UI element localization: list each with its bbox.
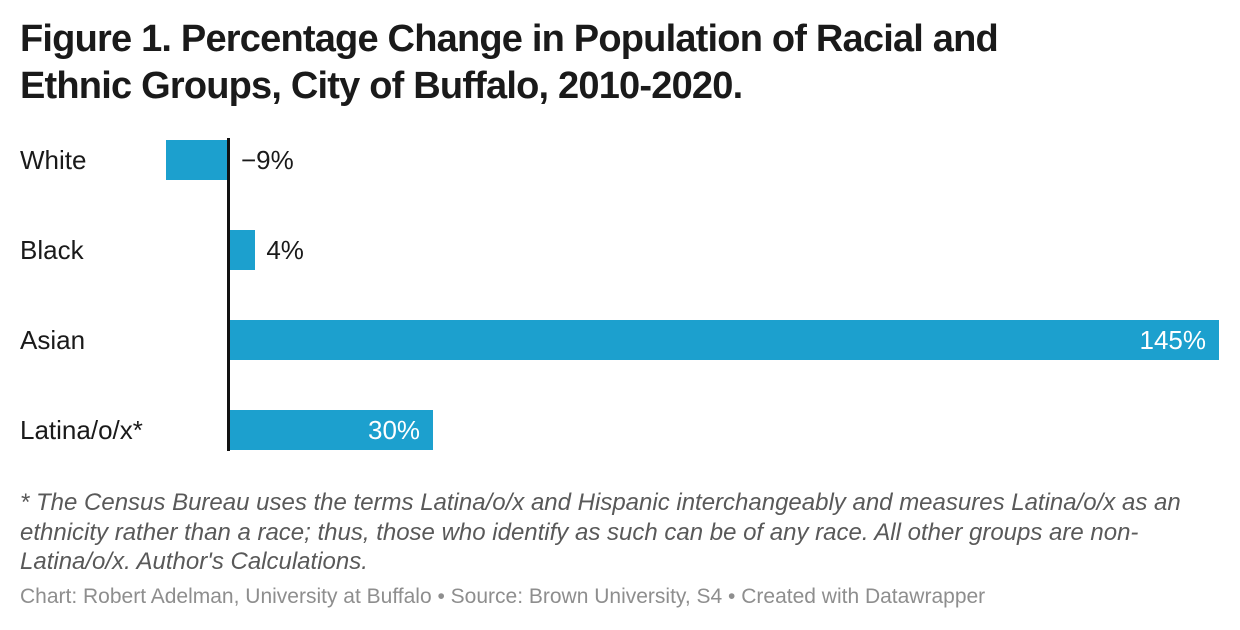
category-label: White [20, 145, 87, 175]
page-title: Figure 1. Percentage Change in Populatio… [20, 16, 1230, 110]
footnote-line-1: * The Census Bureau uses the terms Latin… [20, 489, 1181, 516]
footnote-line-3: Latina/o/x. Author's Calculations. [20, 548, 368, 575]
page-title-line-1: Figure 1. Percentage Change in Populatio… [20, 18, 999, 60]
attribution: Chart: Robert Adelman, University at Buf… [20, 585, 986, 608]
category-label: Asian [20, 325, 86, 355]
bar [228, 410, 434, 450]
value-label: 145% [1139, 325, 1207, 355]
bar [228, 320, 1219, 360]
value-label: −9% [241, 145, 294, 175]
value-label: 30% [367, 415, 421, 445]
value-label: 4% [266, 235, 304, 265]
footnote-line-2: ethnicity rather than a race; thus, thos… [20, 518, 1139, 546]
bar [228, 230, 256, 270]
axis-baseline [227, 138, 230, 451]
bar [166, 140, 228, 180]
category-label: Latina/o/x* [20, 415, 143, 445]
footnote: * The Census Bureau uses the terms Latin… [20, 488, 1235, 577]
category-label: Black [20, 235, 84, 265]
page-title-line-2: Ethnic Groups, City of Buffalo, 2010-202… [20, 65, 743, 107]
chart: White −9% Black 4% Asian 145% Latina/o/x* 30% [20, 138, 1219, 451]
